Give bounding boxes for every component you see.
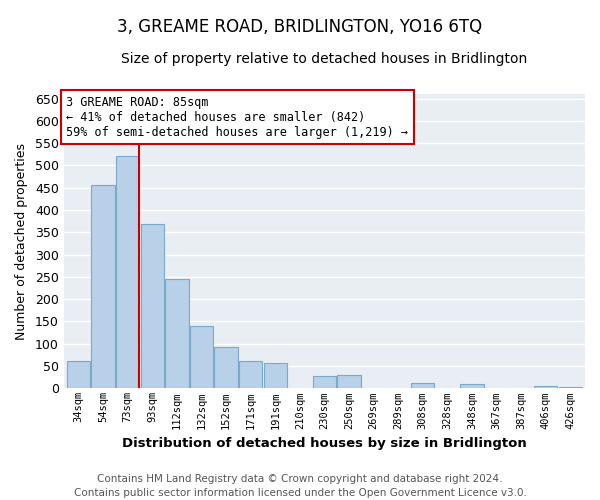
Bar	[67, 360, 90, 388]
Y-axis label: Number of detached properties: Number of detached properties	[15, 142, 28, 340]
Bar	[116, 156, 139, 388]
Bar	[239, 361, 262, 388]
Text: 3 GREAME ROAD: 85sqm
← 41% of detached houses are smaller (842)
59% of semi-deta: 3 GREAME ROAD: 85sqm ← 41% of detached h…	[67, 96, 409, 138]
Bar	[460, 384, 484, 388]
Bar	[313, 376, 336, 388]
Title: Size of property relative to detached houses in Bridlington: Size of property relative to detached ho…	[121, 52, 527, 66]
Bar	[534, 386, 557, 388]
Bar	[559, 387, 582, 388]
Text: Contains HM Land Registry data © Crown copyright and database right 2024.
Contai: Contains HM Land Registry data © Crown c…	[74, 474, 526, 498]
Bar	[214, 347, 238, 389]
X-axis label: Distribution of detached houses by size in Bridlington: Distribution of detached houses by size …	[122, 437, 527, 450]
Bar	[263, 363, 287, 388]
Bar	[411, 382, 434, 388]
Bar	[91, 185, 115, 388]
Bar	[337, 376, 361, 388]
Bar	[190, 326, 213, 388]
Text: 3, GREAME ROAD, BRIDLINGTON, YO16 6TQ: 3, GREAME ROAD, BRIDLINGTON, YO16 6TQ	[118, 18, 482, 36]
Bar	[140, 224, 164, 388]
Bar	[165, 278, 188, 388]
